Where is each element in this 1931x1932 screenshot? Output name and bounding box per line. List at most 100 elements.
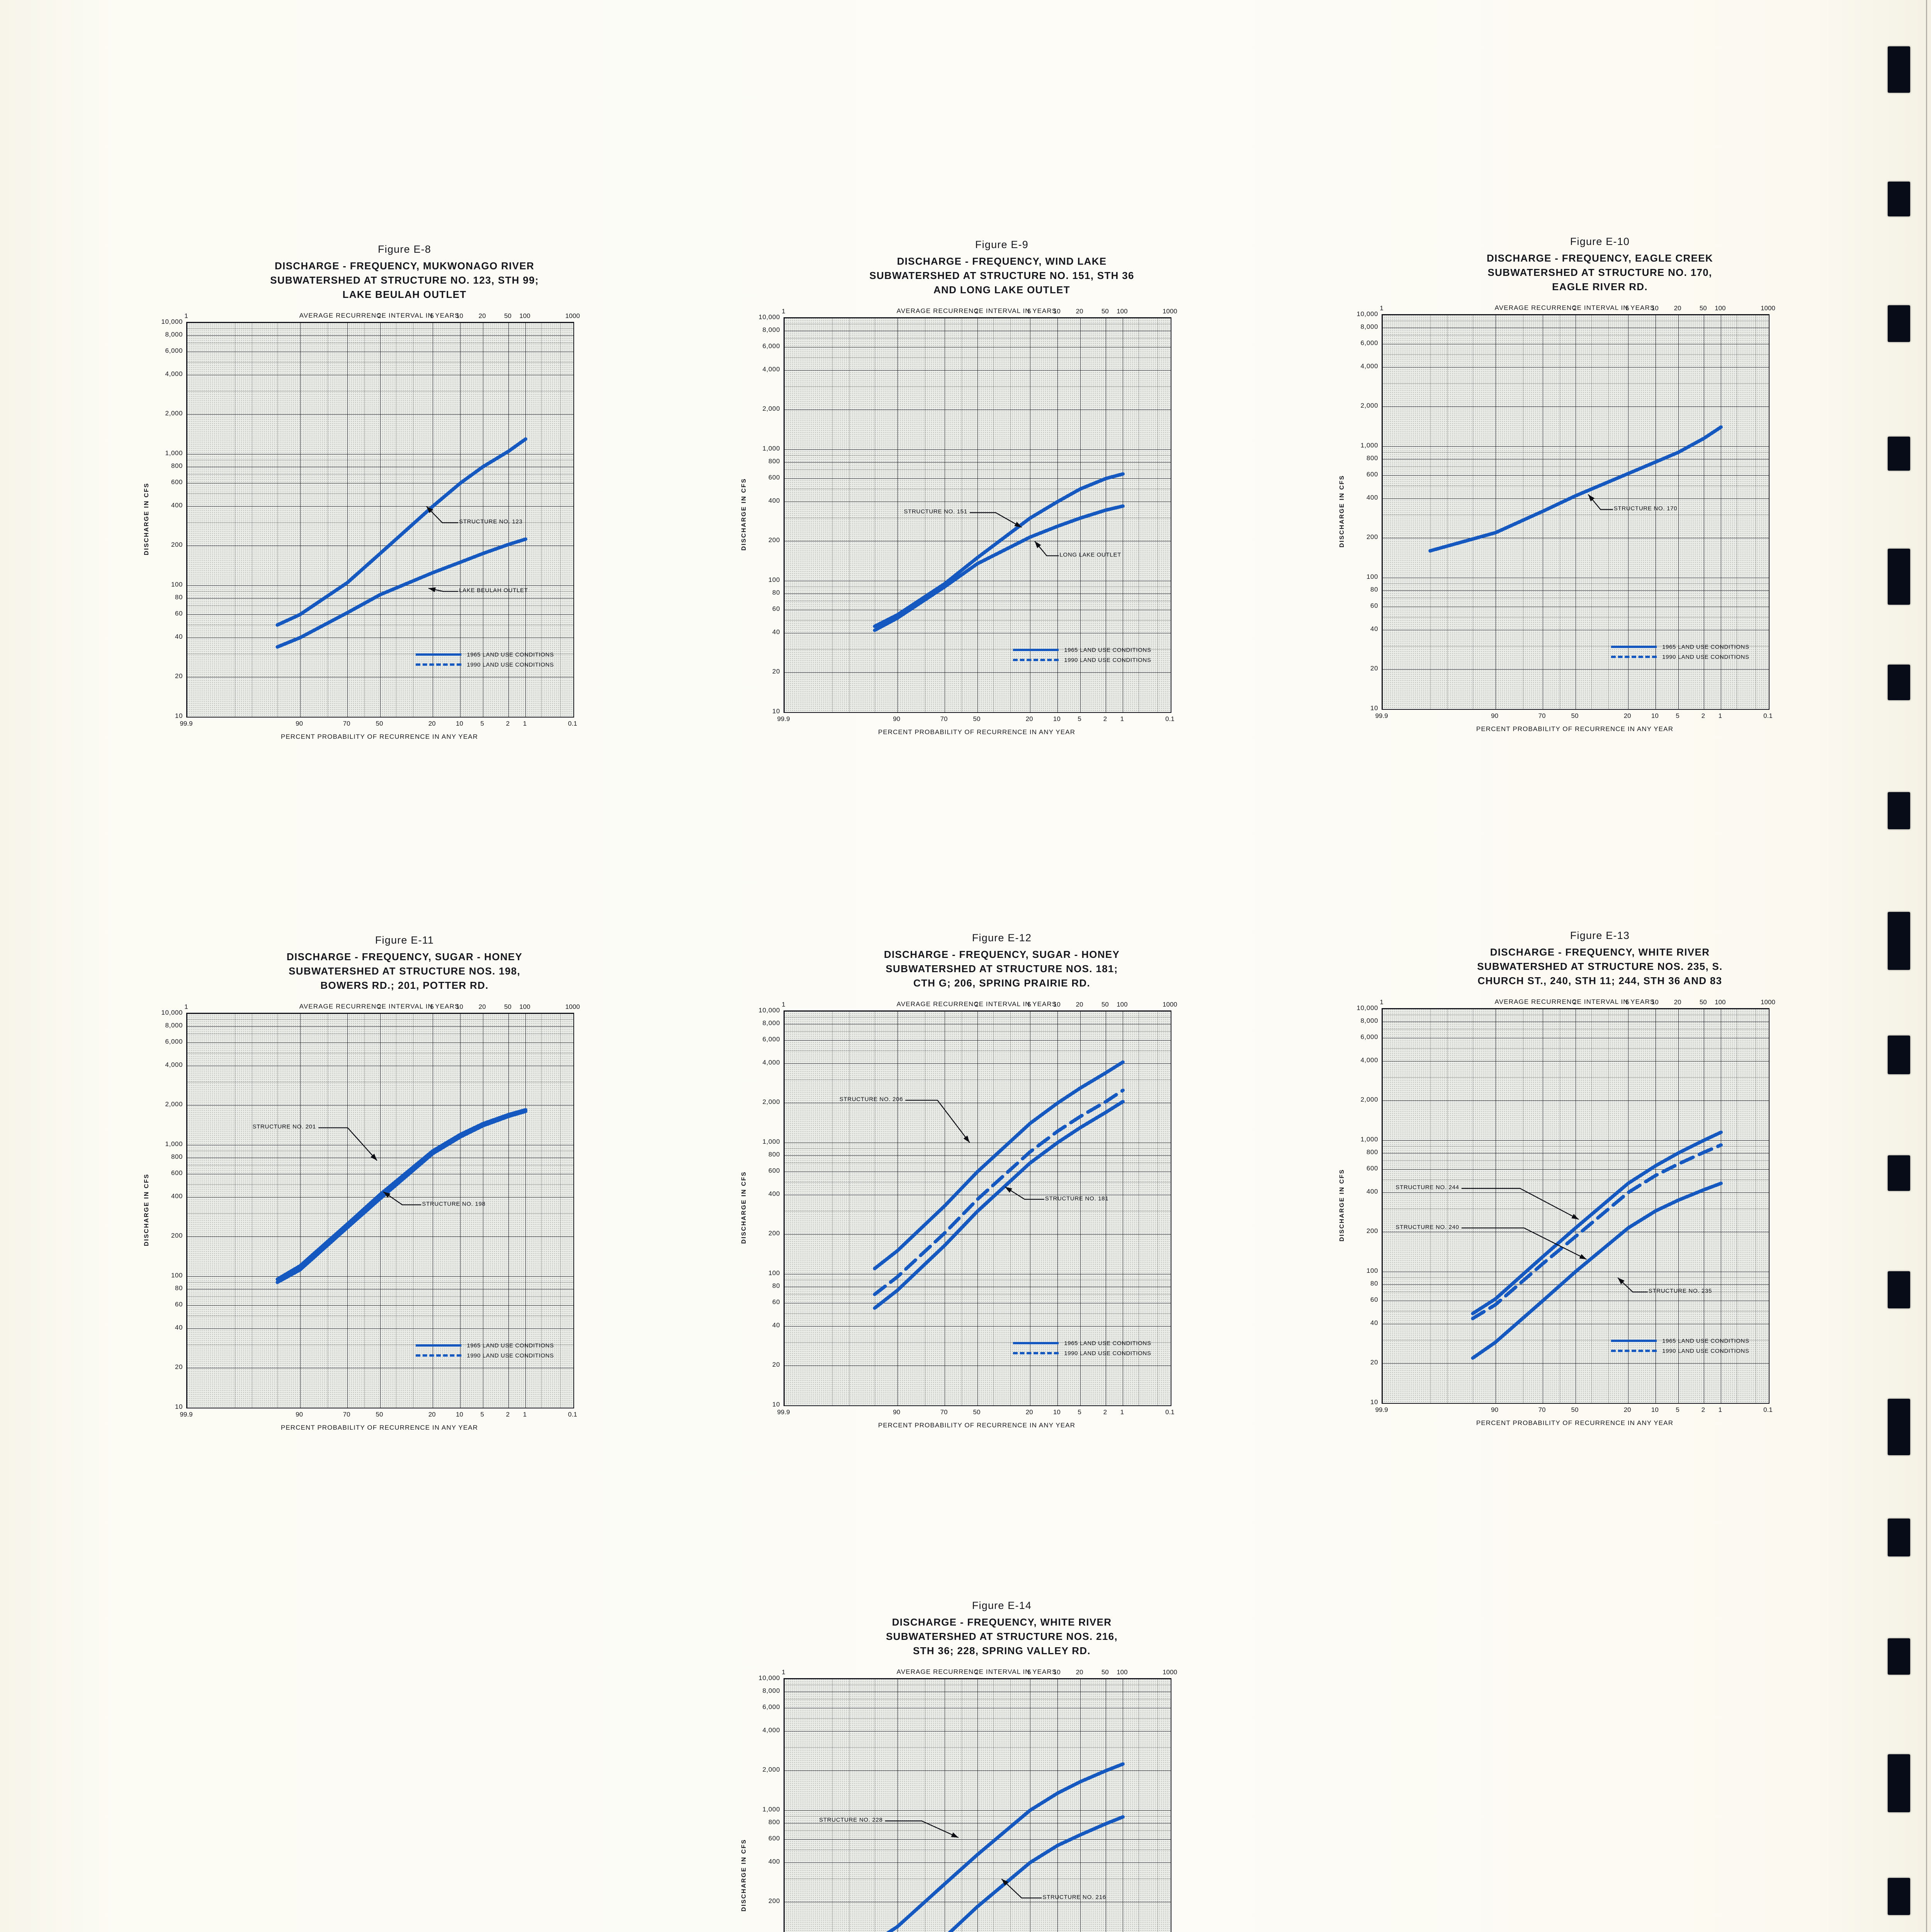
recurrence-tick-label: 20 bbox=[1076, 1668, 1083, 1676]
annotation-leader bbox=[383, 1191, 422, 1205]
binding-mark bbox=[1888, 305, 1910, 342]
figure-number: Figure E-13 bbox=[1570, 930, 1630, 941]
gridline-v-minor bbox=[849, 1679, 850, 1932]
y-axis-tick-label: 80 bbox=[1370, 1279, 1378, 1287]
figure-number: Figure E-14 bbox=[972, 1600, 1032, 1611]
y-axis-tick-label: 800 bbox=[768, 1150, 780, 1158]
chart-legend: 1965 LAND USE CONDITIONS 1990 LAND USE CO… bbox=[1013, 647, 1151, 667]
top-axis-title: AVERAGE RECURRENCE INTERVAL IN YEARS bbox=[1494, 304, 1655, 311]
gridline-v-major bbox=[380, 1013, 381, 1408]
recurrence-tick-label: 100 bbox=[1117, 1000, 1128, 1008]
x-axis-tick-label: 20 bbox=[428, 1410, 436, 1418]
recurrence-tick-label: 50 bbox=[504, 1003, 512, 1010]
x-axis-tick-label: 5 bbox=[1676, 1406, 1679, 1413]
figure-title: DISCHARGE - FREQUENCY, SUGAR - HONEY SUBW… bbox=[186, 950, 623, 993]
x-axis-tick-label: 99.9 bbox=[1375, 712, 1388, 719]
y-axis-tick-label: 8,000 bbox=[1360, 323, 1378, 330]
recurrence-tick-label: 20 bbox=[1076, 1000, 1083, 1008]
annotation-arrowhead bbox=[1001, 1879, 1008, 1886]
recurrence-tick-label: 10 bbox=[456, 312, 463, 320]
x-axis-tick-label: 50 bbox=[973, 715, 981, 723]
chart-grid bbox=[784, 1678, 1171, 1932]
annotation-arrowhead bbox=[1005, 1187, 1012, 1193]
y-axis-tick-label: 6,000 bbox=[165, 1038, 183, 1046]
gridline-v-major bbox=[977, 318, 978, 712]
y-axis-tick-label: 200 bbox=[171, 541, 183, 549]
figure-header: Figure E-13 DISCHARGE - FREQUENCY, WHITE … bbox=[1382, 930, 1818, 988]
gridline-v-minor bbox=[1430, 1009, 1431, 1403]
y-axis-tick-label: 20 bbox=[772, 668, 780, 675]
figure-title: DISCHARGE - FREQUENCY, SUGAR - HONEY SUBW… bbox=[784, 947, 1220, 990]
y-axis-tick-label: 2,000 bbox=[165, 1100, 183, 1108]
legend-swatch bbox=[1013, 659, 1059, 662]
x-axis-tick-label: 50 bbox=[376, 1410, 383, 1418]
gridline-v-major bbox=[300, 322, 301, 717]
legend-swatch bbox=[416, 663, 462, 666]
figure-number: Figure E-11 bbox=[375, 934, 434, 946]
x-axis-tick-label: 99.9 bbox=[1375, 1406, 1388, 1413]
legend-row: 1990 LAND USE CONDITIONS bbox=[1611, 654, 1749, 660]
recurrence-tick-label: 2 bbox=[377, 1003, 381, 1010]
series-line bbox=[873, 472, 1125, 628]
gridline-v-major bbox=[380, 322, 381, 717]
bottom-axis-title: PERCENT PROBABILITY OF RECURRENCE IN ANY… bbox=[878, 728, 1076, 736]
series-annotation-label: STRUCTURE NO. 240 bbox=[1396, 1224, 1459, 1231]
series-annotation-label: STRUCTURE NO. 201 bbox=[252, 1123, 316, 1130]
recurrence-tick-label: 5 bbox=[1625, 304, 1629, 312]
x-axis-tick-label: 50 bbox=[1571, 1406, 1579, 1413]
recurrence-tick-label: 2 bbox=[975, 1000, 979, 1008]
binding-mark bbox=[1888, 1271, 1910, 1308]
legend-swatch bbox=[1611, 646, 1657, 648]
y-axis-tick-label: 400 bbox=[768, 1858, 780, 1866]
recurrence-tick-label: 100 bbox=[519, 312, 530, 320]
recurrence-tick-label: 50 bbox=[1101, 1000, 1109, 1008]
figure-title-line: CTH G; 206, SPRING PRAIRIE RD. bbox=[913, 977, 1090, 989]
legend-label: 1965 LAND USE CONDITIONS bbox=[467, 1342, 554, 1349]
x-axis-tick-label: 99.9 bbox=[777, 715, 790, 723]
y-axis-tick-label: 8,000 bbox=[762, 1687, 780, 1694]
y-axis-tick-label: 1,000 bbox=[762, 444, 780, 452]
x-axis-tick-label: 0.1 bbox=[1165, 715, 1175, 723]
series-line bbox=[1471, 1181, 1723, 1360]
bottom-axis-title: PERCENT PROBABILITY OF RECURRENCE IN ANY… bbox=[1476, 1419, 1674, 1427]
top-axis-title: AVERAGE RECURRENCE INTERVAL IN YEARS bbox=[299, 311, 460, 319]
y-axis-tick-label: 20 bbox=[1370, 1359, 1378, 1366]
recurrence-tick-label: 50 bbox=[1101, 307, 1109, 315]
annotation-arrowhead bbox=[426, 506, 433, 513]
y-axis-tick-label: 600 bbox=[768, 474, 780, 481]
plot-area: DISCHARGE IN CFS STRUCTURE NO. 123 LAKE BE… bbox=[143, 312, 580, 727]
y-axis-tick-label: 600 bbox=[1366, 471, 1378, 478]
figure-title-line: STH 36; 228, SPRING VALLEY RD. bbox=[913, 1645, 1091, 1656]
gridline-v-major bbox=[573, 1014, 574, 1408]
y-axis-tick-label: 60 bbox=[175, 1301, 183, 1308]
series-annotation-label: STRUCTURE NO. 123 bbox=[459, 518, 523, 525]
x-axis-tick-label: 1 bbox=[1718, 1406, 1722, 1413]
legend-row: 1965 LAND USE CONDITIONS bbox=[1013, 647, 1151, 653]
y-axis-tick-label: 800 bbox=[1366, 1148, 1378, 1156]
y-axis-tick-label: 40 bbox=[772, 628, 780, 636]
figure-title-line: SUBWATERSHED AT STRUCTURE NOS. 235, S. bbox=[1477, 960, 1723, 972]
x-axis-tick-label: 2 bbox=[506, 1410, 510, 1418]
series-line bbox=[275, 1108, 527, 1281]
recurrence-tick-label: 1000 bbox=[1163, 1000, 1177, 1008]
y-axis-title: DISCHARGE IN CFS bbox=[1339, 1168, 1346, 1242]
x-axis-tick-label: 90 bbox=[1491, 1406, 1499, 1413]
gridline-v-minor bbox=[541, 322, 542, 717]
legend-row: 1990 LAND USE CONDITIONS bbox=[1013, 1350, 1151, 1357]
chart-grid bbox=[1382, 1008, 1770, 1404]
figure-e-13: Figure E-13 DISCHARGE - FREQUENCY, WHITE … bbox=[1331, 930, 1818, 1427]
series-annotation-label: STRUCTURE NO. 244 bbox=[1396, 1184, 1459, 1191]
y-axis-tick-label: 60 bbox=[1370, 1296, 1378, 1304]
y-axis-tick-label: 4,000 bbox=[762, 1726, 780, 1734]
chart-grid bbox=[186, 1012, 574, 1408]
series-annotation-label: STRUCTURE NO. 198 bbox=[422, 1201, 486, 1208]
x-axis-tick-label: 1 bbox=[1718, 712, 1722, 719]
y-axis-tick-label: 60 bbox=[772, 1298, 780, 1306]
gridline-v-minor bbox=[993, 318, 994, 712]
legend-label: 1965 LAND USE CONDITIONS bbox=[1662, 643, 1749, 650]
legend-swatch bbox=[1013, 1352, 1059, 1355]
recurrence-tick-label: 1 bbox=[782, 307, 785, 315]
recurrence-tick-label: 50 bbox=[1699, 304, 1707, 312]
gridline-v-minor bbox=[993, 1679, 994, 1932]
